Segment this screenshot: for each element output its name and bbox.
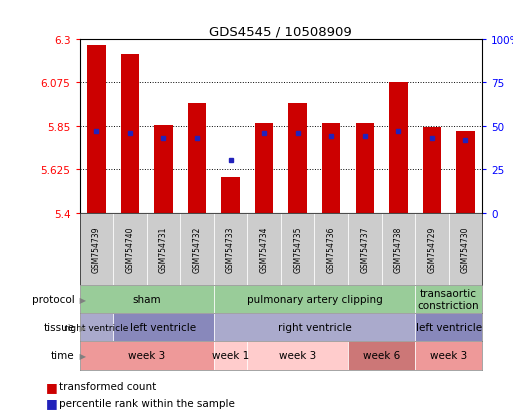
Text: GSM754732: GSM754732 — [192, 226, 202, 273]
Bar — [423, 127, 441, 213]
Bar — [389, 83, 407, 213]
Text: transaortic
constriction: transaortic constriction — [418, 289, 480, 310]
Text: GSM754736: GSM754736 — [327, 226, 336, 273]
Text: ■: ■ — [46, 380, 58, 393]
Bar — [221, 178, 240, 213]
Bar — [415, 342, 482, 370]
Text: GSM754730: GSM754730 — [461, 226, 470, 273]
Bar — [80, 313, 113, 342]
Bar — [87, 45, 106, 213]
Bar — [154, 126, 173, 213]
Text: GSM754740: GSM754740 — [125, 226, 134, 273]
Bar — [214, 213, 247, 285]
Text: ■: ■ — [46, 396, 58, 409]
Bar — [113, 313, 214, 342]
Bar — [314, 213, 348, 285]
Bar — [180, 213, 214, 285]
Text: tissue: tissue — [43, 323, 74, 332]
Bar — [255, 123, 273, 213]
Text: left ventricle: left ventricle — [416, 323, 482, 332]
Bar — [348, 342, 415, 370]
Text: pulmonary artery clipping: pulmonary artery clipping — [247, 294, 382, 304]
Text: week 6: week 6 — [363, 351, 400, 361]
Text: sham: sham — [132, 294, 161, 304]
Bar — [356, 123, 374, 213]
Text: GSM754733: GSM754733 — [226, 226, 235, 273]
Text: right ventricle: right ventricle — [64, 323, 128, 332]
Bar — [147, 213, 180, 285]
Text: time: time — [51, 351, 74, 361]
Bar — [121, 55, 139, 213]
Bar — [449, 213, 482, 285]
Text: transformed count: transformed count — [59, 381, 156, 391]
Text: GSM754731: GSM754731 — [159, 226, 168, 273]
Text: GSM754737: GSM754737 — [360, 226, 369, 273]
Text: ▶: ▶ — [77, 295, 86, 304]
Bar — [281, 213, 314, 285]
Text: GSM754734: GSM754734 — [260, 226, 269, 273]
Bar — [214, 285, 415, 313]
Bar — [113, 213, 147, 285]
Bar — [247, 342, 348, 370]
Bar — [415, 285, 482, 313]
Bar — [322, 123, 341, 213]
Text: percentile rank within the sample: percentile rank within the sample — [59, 398, 235, 408]
Text: GSM754738: GSM754738 — [394, 226, 403, 273]
Text: right ventricle: right ventricle — [278, 323, 351, 332]
Text: ▶: ▶ — [77, 351, 86, 360]
Text: week 3: week 3 — [430, 351, 467, 361]
Bar — [80, 342, 214, 370]
Text: protocol: protocol — [32, 294, 74, 304]
Text: week 3: week 3 — [279, 351, 317, 361]
Bar — [80, 213, 113, 285]
Bar — [382, 213, 415, 285]
Text: left ventricle: left ventricle — [130, 323, 196, 332]
Text: ▶: ▶ — [77, 323, 86, 332]
Bar — [456, 131, 475, 213]
Text: GSM754739: GSM754739 — [92, 226, 101, 273]
Text: GSM754735: GSM754735 — [293, 226, 302, 273]
Bar — [348, 213, 382, 285]
Bar — [188, 104, 206, 213]
Bar — [288, 103, 307, 213]
Bar — [214, 313, 415, 342]
Text: week 3: week 3 — [128, 351, 165, 361]
Title: GDS4545 / 10508909: GDS4545 / 10508909 — [209, 26, 352, 38]
Text: GSM754729: GSM754729 — [427, 226, 437, 273]
Text: week 1: week 1 — [212, 351, 249, 361]
Bar — [80, 285, 214, 313]
Bar — [214, 342, 247, 370]
Bar — [415, 213, 449, 285]
Bar — [415, 313, 482, 342]
Bar — [247, 213, 281, 285]
